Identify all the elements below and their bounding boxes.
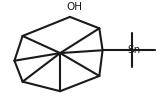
Text: OH: OH <box>67 2 83 12</box>
Text: Sn: Sn <box>127 45 140 55</box>
